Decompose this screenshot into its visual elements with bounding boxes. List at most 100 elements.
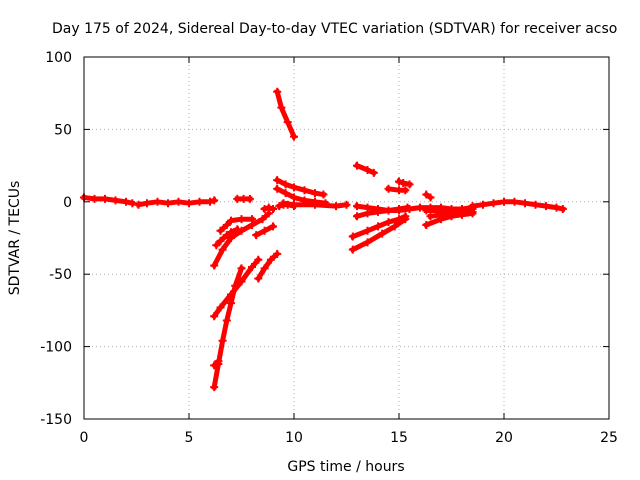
data-point: [363, 226, 372, 235]
data-point: [269, 205, 277, 214]
y-tick-label: -50: [49, 267, 72, 283]
x-tick-label: 25: [600, 430, 618, 446]
data-point: [390, 222, 399, 231]
data-point: [311, 189, 319, 198]
data-point: [143, 199, 151, 208]
data-point: [384, 206, 393, 215]
data-layer: [80, 87, 567, 392]
data-point: [405, 180, 414, 189]
data-point: [231, 281, 240, 290]
series-track-29: [254, 250, 281, 282]
data-point: [558, 205, 567, 214]
series-track-6: [274, 88, 298, 140]
data-point: [122, 197, 130, 206]
data-point: [258, 215, 267, 224]
data-point: [416, 203, 424, 212]
data-point: [348, 232, 357, 241]
data-point: [260, 264, 269, 273]
data-point: [218, 245, 227, 254]
data-point: [111, 196, 120, 205]
chart-title: Day 175 of 2024, Sidereal Day-to-day VTE…: [52, 21, 617, 37]
data-point: [281, 189, 290, 198]
data-point: [458, 210, 466, 219]
data-point: [227, 228, 235, 237]
x-tick-label: 5: [185, 430, 194, 446]
data-point: [195, 197, 204, 206]
y-tick-label: 0: [63, 195, 72, 211]
data-point: [363, 238, 372, 247]
data-point: [222, 231, 231, 240]
data-point: [395, 205, 403, 214]
data-point: [254, 274, 263, 283]
data-point: [489, 199, 498, 208]
data-point: [479, 200, 487, 209]
data-point: [290, 193, 298, 202]
data-point: [210, 383, 219, 392]
data-point: [374, 222, 382, 231]
data-point: [252, 231, 261, 240]
data-point: [233, 225, 242, 234]
data-point: [281, 180, 290, 189]
data-point: [273, 176, 282, 185]
data-point: [216, 226, 225, 235]
data-point: [128, 199, 137, 208]
data-point: [210, 261, 219, 270]
data-point: [395, 177, 403, 186]
data-point: [401, 186, 410, 195]
data-point: [510, 197, 519, 206]
x-tick-label: 15: [390, 430, 408, 446]
data-point: [378, 229, 387, 238]
data-point: [248, 262, 256, 271]
data-point: [426, 212, 435, 221]
data-point: [290, 200, 298, 209]
data-point: [275, 202, 284, 211]
data-point: [422, 220, 431, 229]
data-point: [134, 200, 143, 209]
data-point: [185, 199, 193, 208]
data-point: [273, 87, 282, 96]
data-point: [353, 212, 361, 221]
grid-layer: [84, 57, 609, 419]
data-point: [245, 194, 254, 203]
data-point: [269, 222, 277, 231]
y-tick-label: -100: [40, 340, 72, 356]
data-point: [222, 220, 231, 229]
data-point: [290, 183, 298, 192]
data-point: [384, 184, 393, 193]
data-point: [311, 200, 319, 209]
data-point: [369, 168, 378, 177]
data-point: [174, 197, 183, 206]
data-point: [422, 206, 431, 215]
data-point: [521, 199, 529, 208]
data-point: [300, 186, 309, 195]
data-point: [273, 184, 282, 193]
data-point: [216, 303, 225, 312]
data-point: [254, 255, 263, 264]
y-tick-label: 50: [54, 122, 72, 138]
data-point: [468, 209, 477, 218]
data-point: [353, 161, 361, 170]
data-point: [227, 216, 235, 225]
data-point: [227, 299, 235, 308]
data-point: [437, 215, 445, 224]
data-point: [401, 212, 410, 221]
data-point: [210, 196, 219, 205]
data-point: [218, 336, 227, 345]
y-axis-title: SDTVAR / TECUs: [7, 181, 23, 296]
x-tick-label: 10: [285, 430, 303, 446]
data-point: [260, 226, 269, 235]
data-point: [153, 197, 162, 206]
data-point: [248, 215, 256, 224]
data-point: [552, 203, 561, 212]
data-point: [319, 190, 328, 199]
data-point: [277, 103, 286, 112]
data-point: [164, 199, 172, 208]
data-point: [212, 241, 221, 250]
data-point: [332, 202, 340, 211]
data-point: [237, 264, 246, 273]
data-point: [363, 209, 372, 218]
data-point: [266, 255, 275, 264]
data-point: [353, 202, 361, 211]
